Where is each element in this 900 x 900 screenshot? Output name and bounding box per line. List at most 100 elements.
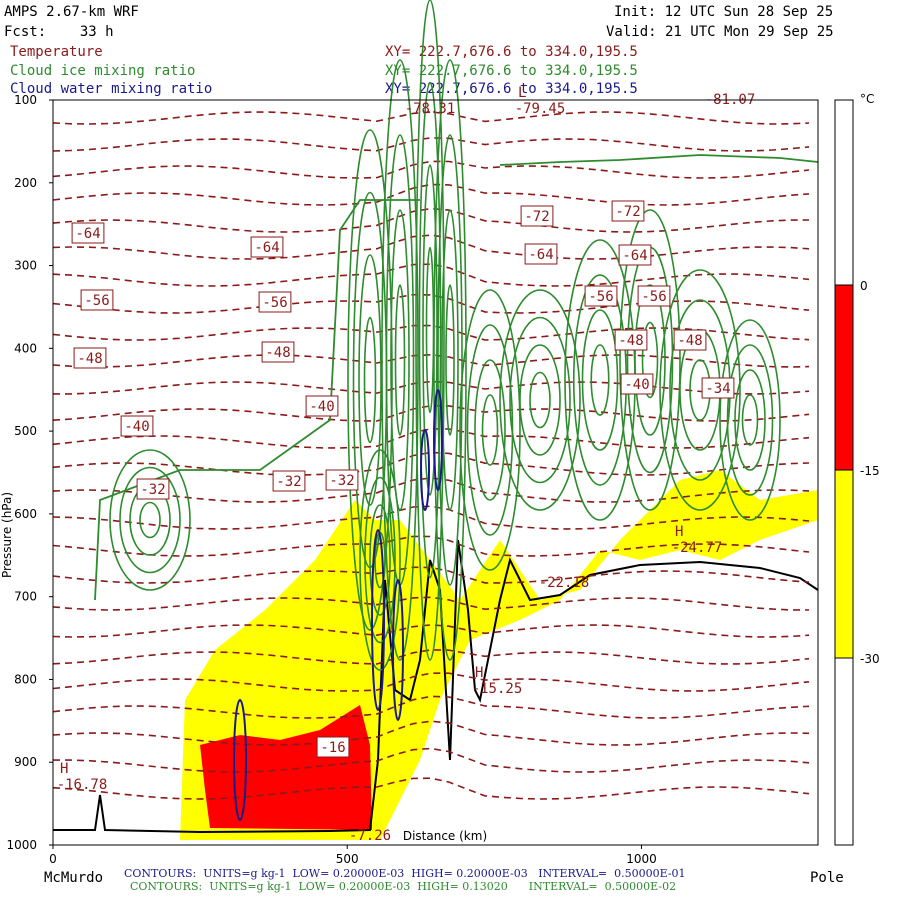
- cloud-water-contour-info: CONTOURS: UNITS=g kg-1 LOW= 0.20000E-03 …: [124, 867, 686, 880]
- xy-cloud-ice: XY= 222.7,676.6 to 334.0,195.5: [385, 63, 638, 79]
- cloud-ice-contour-info: CONTOURS: UNITS=g kg-1 LOW= 0.20000E-03 …: [130, 880, 677, 893]
- temperature-label: -56: [84, 293, 109, 309]
- temperature-contour: [52, 477, 810, 503]
- cloud-ice-contour: [641, 321, 659, 399]
- left-endpoint: McMurdo: [44, 870, 104, 886]
- cloud-ice-contour: [347, 129, 393, 631]
- cloud-ice-contour: [509, 316, 571, 484]
- temperature-label: -34: [705, 381, 730, 397]
- right-endpoint: Pole: [810, 870, 844, 886]
- valid-time: Valid: 21 UTC Mon 29 Sep 25: [606, 24, 834, 40]
- temperature-label: -40: [309, 399, 334, 415]
- cloud-ice-contour: [499, 154, 819, 166]
- temperature-label-box: [258, 291, 292, 313]
- cloud-ice-contour: [481, 394, 499, 466]
- cloud-water-contour: [433, 389, 443, 491]
- cloud-ice-contour: [459, 289, 521, 571]
- temperature-contour: [52, 672, 810, 692]
- extremum-type: L: [518, 85, 526, 101]
- temperature-contour: [52, 566, 810, 584]
- temperature-contour: [52, 324, 810, 341]
- temperature-label-box: [620, 373, 654, 395]
- cloud-ice-contour: [519, 344, 561, 456]
- temperature-label-box: [673, 329, 707, 351]
- temperature-label: -48: [618, 333, 643, 349]
- cloud-ice-contour: [139, 501, 161, 539]
- temperature-contour: [52, 160, 810, 179]
- y-tick-label: 600: [14, 507, 37, 521]
- temperature-contour: [52, 111, 810, 125]
- temperature-label: -48: [677, 333, 702, 349]
- temperature-contour: [52, 695, 810, 719]
- cloud-water-contour: [233, 699, 247, 821]
- cloud-ice-contour: [418, 81, 442, 579]
- cloud-water-contours: [233, 389, 443, 821]
- y-tick-label: 900: [14, 755, 37, 769]
- temperature-label-box: [316, 736, 350, 758]
- colorbar-level-0: 0: [860, 279, 868, 293]
- temperature-label: -48: [265, 345, 290, 361]
- x-axis-label: Distance (km): [403, 829, 487, 843]
- temperature-contour: [52, 624, 810, 638]
- temperature-label-box: [261, 341, 295, 363]
- temperature-label: -72: [615, 204, 640, 220]
- cloud-ice-contour: [359, 449, 401, 671]
- forecast-hour: Fcst: 33 h: [4, 24, 114, 40]
- temperature-contour: [53, 380, 810, 395]
- temperature-contour: [52, 263, 810, 287]
- cloud-water-contour: [371, 529, 385, 711]
- extremum-value: -16.78: [57, 777, 108, 793]
- cloud-ice-contour: [369, 504, 391, 616]
- temperature-label-box: [524, 243, 558, 265]
- cloud-ice-contour: [719, 319, 781, 521]
- x-axis: 0 500 1000: [49, 845, 657, 866]
- cloud-water-contour: [420, 429, 430, 511]
- y-axis: 100 200 300 400 500 600 700 800 900 1000: [6, 93, 53, 852]
- y-tick-label: 100: [14, 93, 37, 107]
- field-cloud-water: Cloud water mixing ratio: [10, 81, 213, 97]
- temperature-contour: [52, 136, 810, 152]
- cloud-ice-contour: [381, 59, 419, 661]
- plot-frame: [52, 99, 819, 846]
- temperature-contour: [52, 427, 810, 449]
- cloud-ice-contour: [119, 466, 181, 574]
- y-tick-label: 800: [14, 672, 37, 686]
- temperature-contour: [53, 747, 810, 773]
- extremum-value: -15.25: [472, 681, 523, 697]
- cloud-ice-contours: [94, 0, 819, 671]
- extremum-value: -7.26: [349, 828, 391, 844]
- temperature-contour: [52, 596, 810, 611]
- colorbar: °C 0 -15 -30: [834, 92, 880, 846]
- temperature-label-box: [520, 205, 554, 227]
- cloud-ice-contour: [363, 316, 377, 444]
- y-tick-label: 1000: [6, 838, 37, 852]
- temperature-label: -64: [254, 240, 279, 256]
- init-time: Init: 12 UTC Sun 28 Sep 25: [614, 4, 834, 20]
- temperature-label-box: [120, 415, 154, 437]
- temperature-label-box: [614, 329, 648, 351]
- x-tick-label: 500: [336, 852, 359, 866]
- x-tick-label: 1000: [626, 852, 657, 866]
- extrema-labels: L-79.45-78.31-81.07H-16.78H-15.25H-24.77…: [57, 85, 756, 844]
- temperature-label-box: [250, 236, 284, 258]
- field-cloud-ice: Cloud ice mixing ratio: [10, 63, 196, 79]
- temperature-label: -32: [140, 482, 165, 498]
- temperature-contour: [52, 183, 810, 206]
- temperature-label-box: [136, 478, 170, 500]
- temperature-label-box: [637, 285, 671, 307]
- x-tick-label: 0: [49, 852, 57, 866]
- temperature-label-box: [272, 470, 306, 492]
- temperature-label: -40: [124, 419, 149, 435]
- extremum-value: -24.77: [672, 540, 723, 556]
- temperature-label-box: [584, 285, 618, 307]
- cloud-ice-contour: [445, 284, 455, 436]
- temperature-label: -16: [320, 740, 345, 756]
- temperature-contour: [52, 451, 810, 476]
- temperature-label: -64: [528, 247, 553, 263]
- xy-cloud-water: XY= 222.7,676.6 to 334.0,195.5: [385, 81, 638, 97]
- colorbar-level-1: -15: [860, 464, 880, 478]
- extremum-type: H: [60, 761, 68, 777]
- temperature-label-box: [80, 289, 114, 311]
- colorbar-level-2: -30: [860, 652, 880, 666]
- temperature-label: -64: [622, 248, 647, 264]
